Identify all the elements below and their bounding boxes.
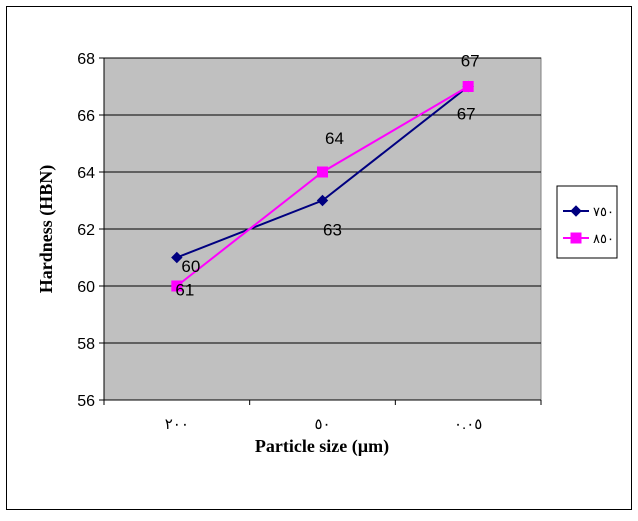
data-point-series-2	[462, 81, 474, 92]
data-label: 61	[175, 281, 194, 300]
x-axis-title: Particle size (µm)	[255, 436, 389, 457]
y-tick-label: 56	[77, 393, 95, 410]
data-point-series-2	[171, 280, 183, 292]
x-tick-label: ٢٠٠	[165, 416, 189, 433]
x-tick-label: ٥٠	[314, 416, 330, 433]
y-axis-title: Hardness (HBN)	[36, 165, 57, 294]
x-tick-label: ٠.٠٥	[454, 416, 482, 433]
data-point-series-1	[171, 251, 183, 264]
y-tick-label: 58	[77, 336, 95, 353]
data-point-series-2	[317, 166, 328, 178]
data-label: 67	[457, 105, 476, 124]
y-tick-label: 66	[77, 108, 95, 125]
legend-label-2: ٨٥٠	[593, 231, 614, 246]
y-tick-label: 68	[77, 51, 95, 68]
data-label: 63	[323, 221, 342, 240]
legend-marker-1	[570, 205, 582, 217]
y-tick-label: 64	[77, 165, 95, 182]
data-labels: 61 63 67 60 64 67	[175, 52, 479, 300]
data-point-series-1	[316, 194, 329, 207]
y-axis-ticks: 56 58 60 62 64 66 68	[77, 51, 541, 410]
y-tick-label: 60	[77, 279, 95, 296]
legend: ٧٥٠ ٨٥٠	[556, 185, 618, 259]
y-tick-label: 62	[77, 222, 95, 239]
data-label: 64	[325, 129, 344, 148]
series-layer	[171, 80, 474, 292]
data-label: 67	[461, 52, 480, 71]
data-label: 60	[181, 257, 200, 276]
legend-box	[556, 185, 618, 259]
x-axis-ticks: ٢٠٠ ٥٠ ٠.٠٥	[103, 400, 542, 433]
legend-label-1: ٧٥٠	[593, 204, 614, 219]
legend-marker-2	[570, 232, 582, 244]
